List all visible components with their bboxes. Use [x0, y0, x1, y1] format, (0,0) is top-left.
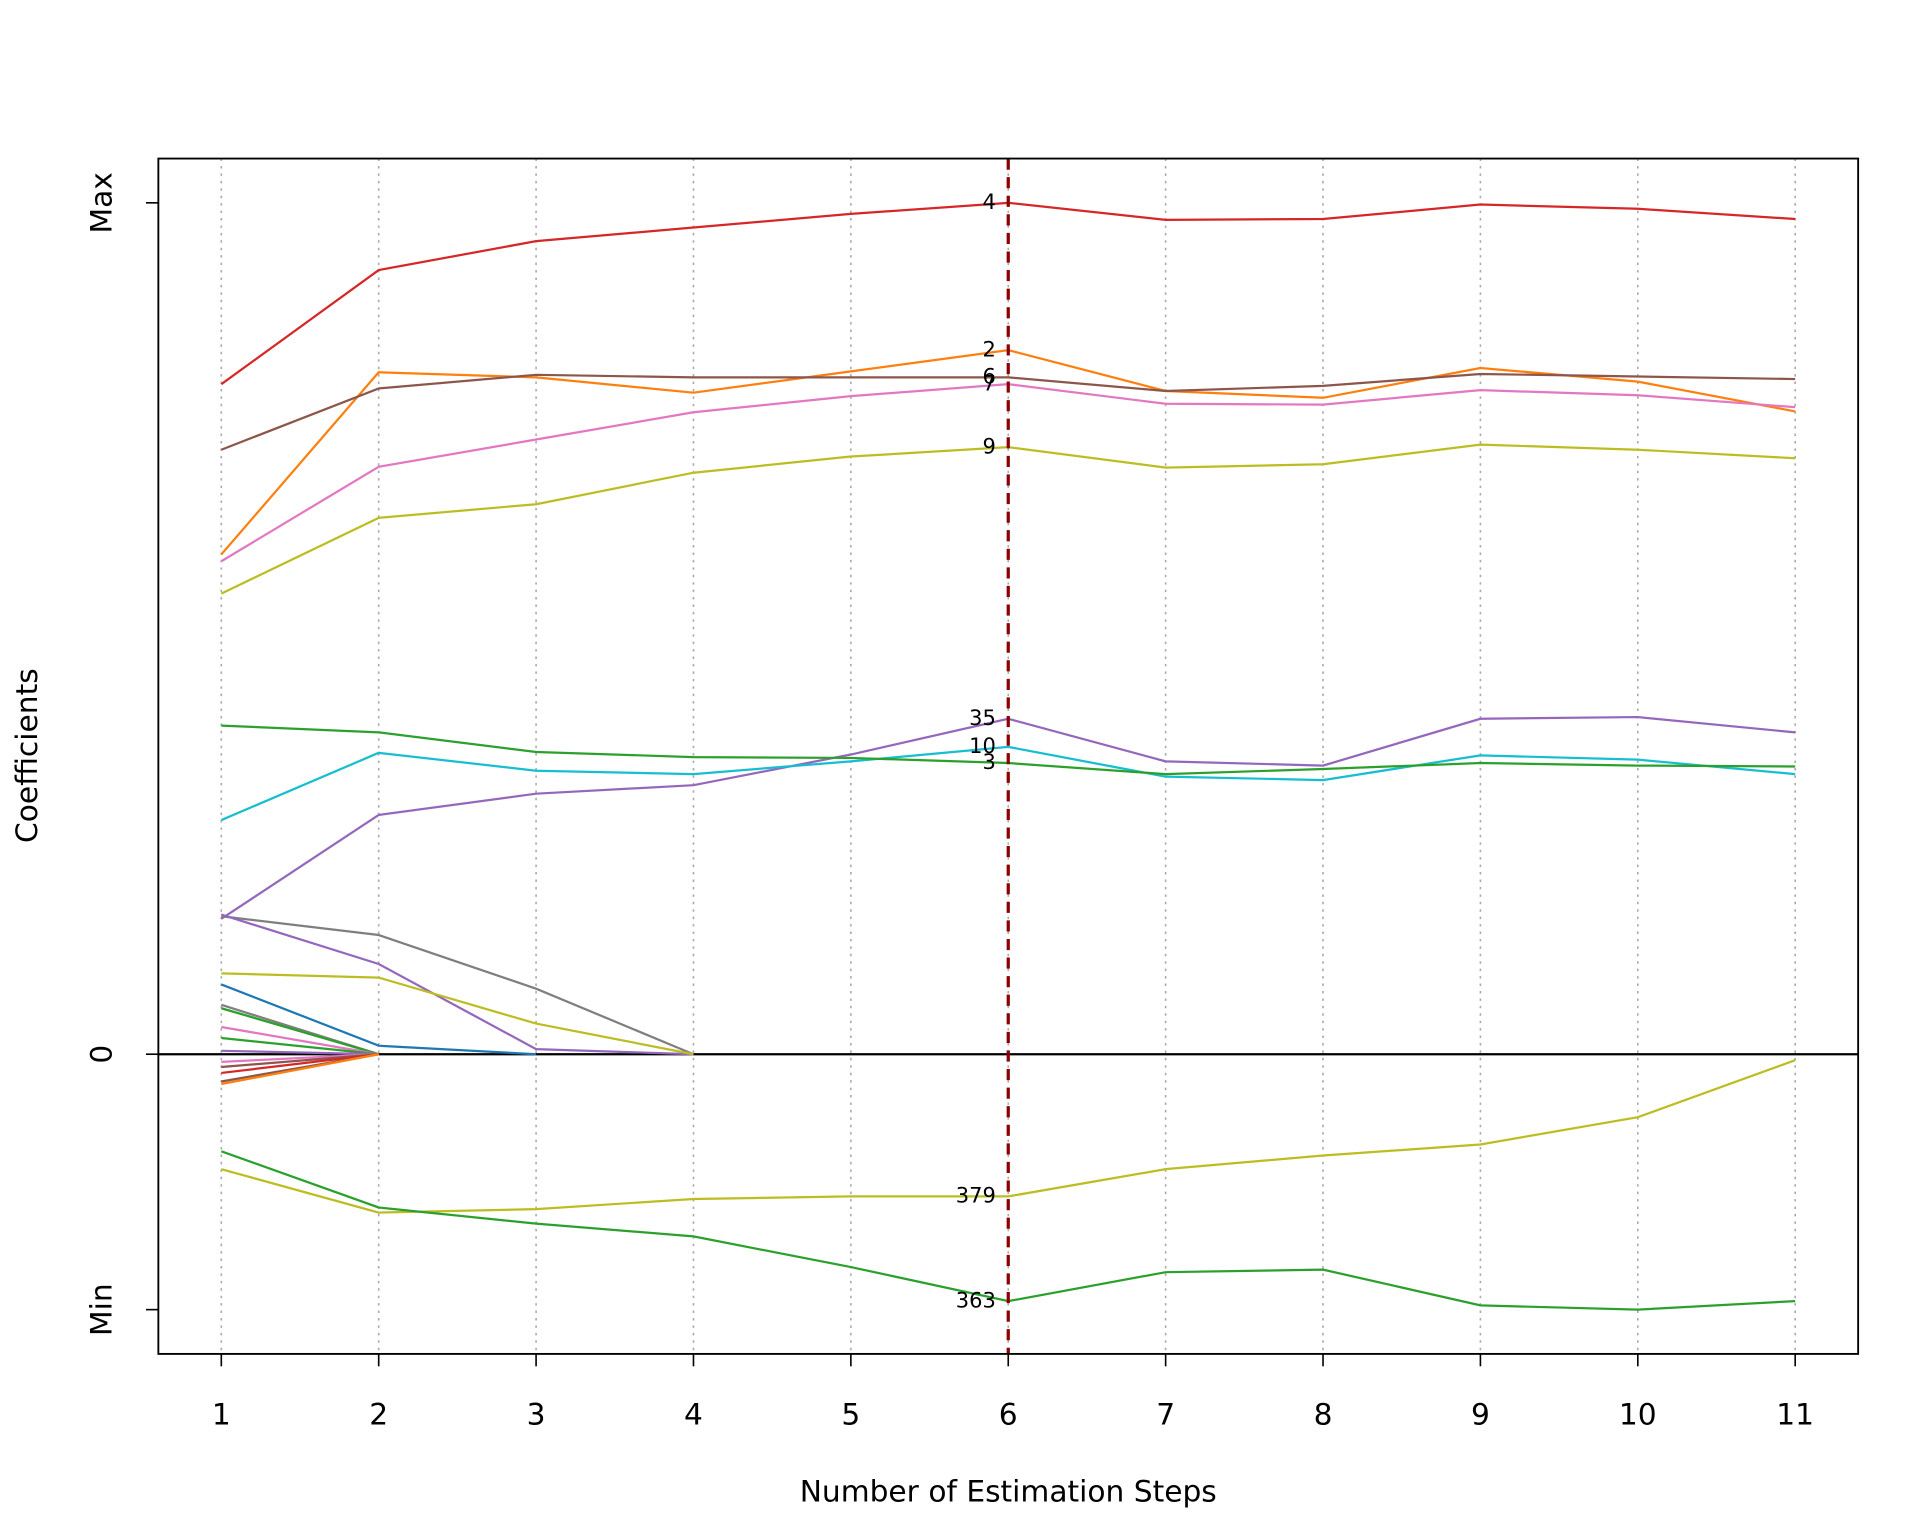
x-tick-label: 9	[1471, 1397, 1490, 1432]
x-tick-label: 1	[212, 1397, 231, 1432]
series-line	[221, 1053, 379, 1086]
series-line	[220, 983, 537, 1056]
series-line	[221, 1036, 379, 1056]
series-line	[221, 1059, 1796, 1214]
x-tick-label: 7	[1156, 1397, 1175, 1432]
x-tick-label: 2	[369, 1397, 388, 1432]
series-line	[220, 1007, 380, 1056]
series-label: 7	[982, 370, 995, 395]
series-label: 379	[956, 1183, 996, 1208]
series-line	[221, 1053, 379, 1075]
y-axis-label: Coefficients	[10, 668, 45, 843]
series-line	[220, 745, 1796, 822]
series-line	[221, 1049, 379, 1056]
x-tick-label: 10	[1619, 1397, 1657, 1432]
x-tick-label: 5	[841, 1397, 860, 1432]
x-tick-label: 6	[999, 1397, 1018, 1432]
series-line	[220, 913, 694, 1056]
series-line	[221, 915, 694, 1056]
series-line	[220, 372, 1796, 451]
series-label: 363	[956, 1287, 996, 1312]
series-label: 3	[982, 749, 995, 774]
series-label: 6	[982, 364, 995, 389]
series-label: 9	[982, 433, 995, 458]
series-label: 4	[982, 189, 995, 214]
series-label: 10	[969, 733, 996, 758]
x-tick-label: 8	[1314, 1397, 1333, 1432]
x-axis-label: Number of Estimation Steps	[800, 1474, 1217, 1509]
series-line	[221, 1025, 379, 1056]
y-tick-label: Max	[84, 172, 119, 233]
x-tick-label: 3	[527, 1397, 546, 1432]
series-line	[221, 972, 694, 1056]
x-tick-label: 4	[684, 1397, 703, 1432]
y-tick-label: 0	[84, 1045, 119, 1064]
series-label: 2	[982, 336, 995, 361]
y-tick-label: Min	[84, 1283, 119, 1336]
x-tick-label: 11	[1776, 1397, 1814, 1432]
series-label: 35	[969, 705, 996, 730]
plot-frame	[157, 157, 1860, 1355]
